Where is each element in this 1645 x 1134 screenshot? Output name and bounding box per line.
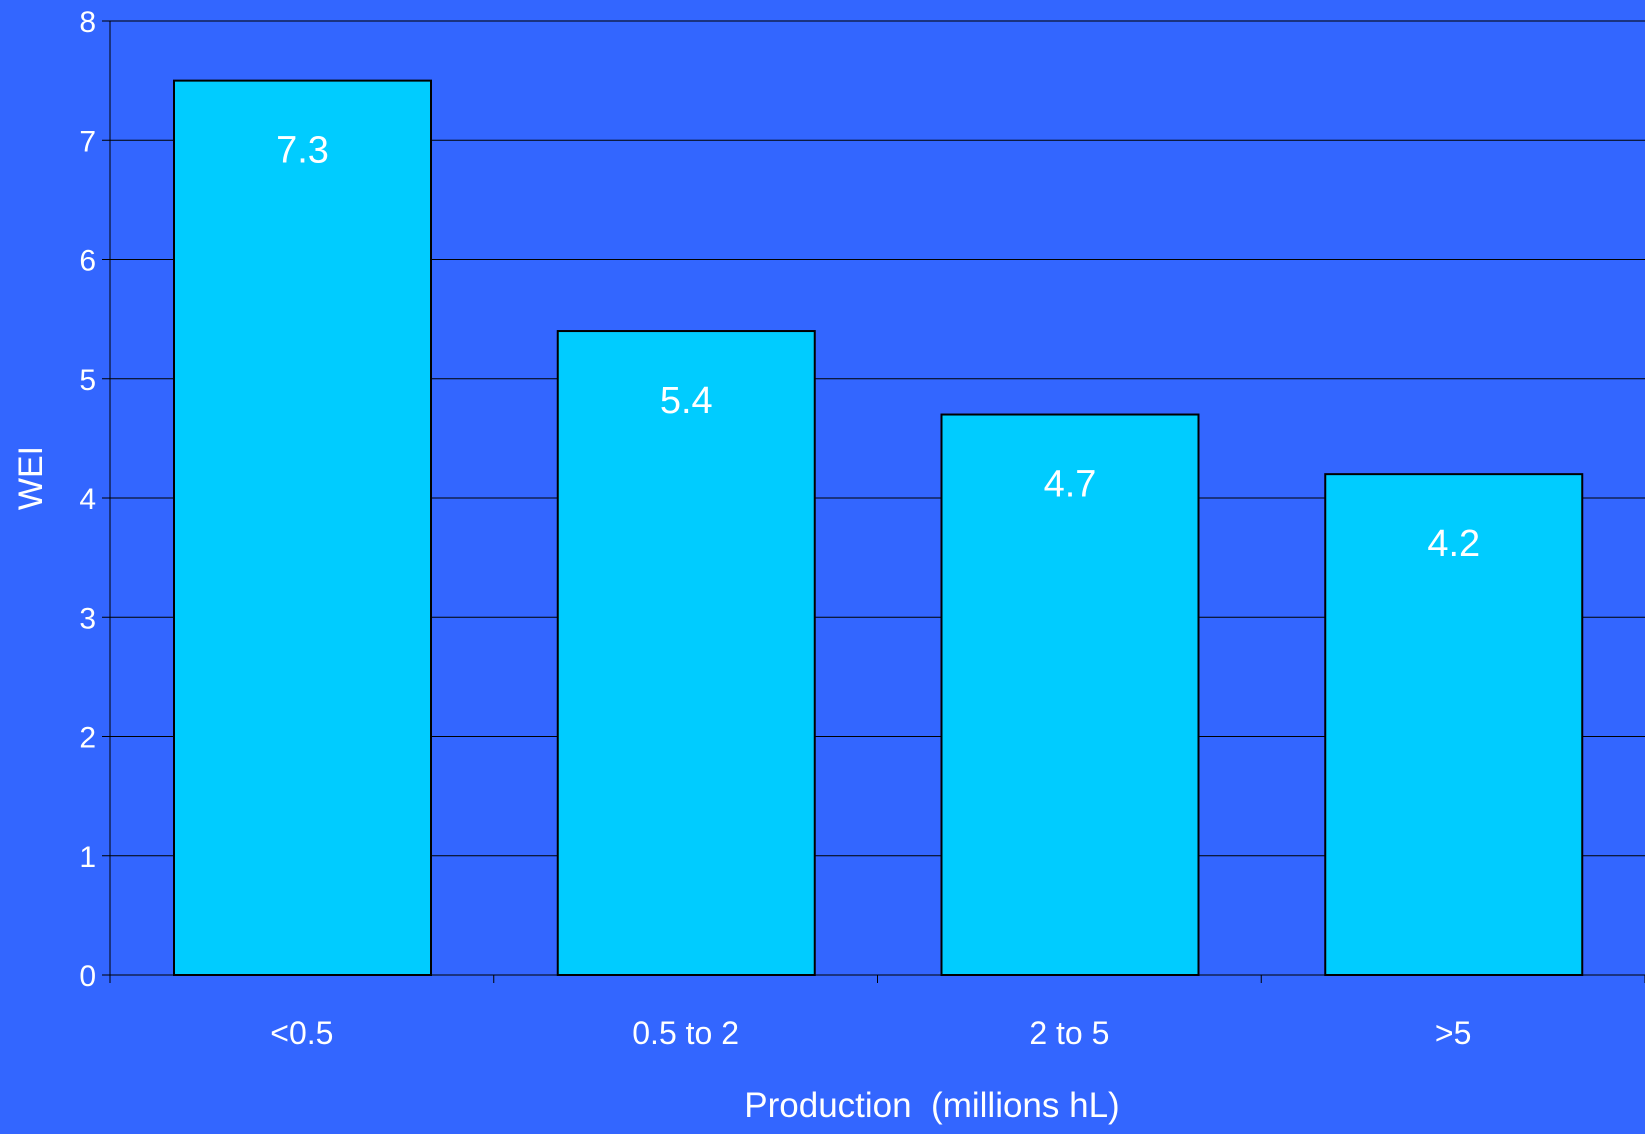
y-tick-label: 3 [79, 602, 96, 635]
bar [173, 79, 432, 976]
x-tick-labels: <0.5 0.5 to 2 2 to 5 >5 [270, 1015, 1471, 1051]
y-tick-label: 2 [79, 722, 96, 755]
y-tick-labels: 0 1 2 3 4 5 6 7 8 [79, 6, 96, 993]
data-labels: 7.3 5.4 4.7 4.2 [276, 130, 1480, 566]
bar [556, 330, 816, 976]
y-tick-label: 8 [79, 6, 96, 39]
y-tick-label: 4 [79, 483, 96, 516]
y-axis-label: WEI [12, 446, 50, 510]
y-tick-label: 1 [79, 841, 96, 874]
axes [102, 20, 1645, 983]
y-tick-label: 6 [79, 245, 96, 278]
x-tick-label: <0.5 [270, 1015, 333, 1051]
x-tick-label: >5 [1435, 1015, 1471, 1051]
y-tick-label: 7 [79, 125, 96, 158]
x-tick-label: 2 to 5 [1029, 1015, 1109, 1051]
bar [1324, 473, 1584, 976]
y-tick-label: 5 [79, 364, 96, 397]
bar [940, 413, 1200, 976]
data-label: 7.3 [276, 130, 329, 172]
x-axis-label: Production (millions hL) [744, 1086, 1119, 1125]
bars [173, 79, 1584, 976]
data-label: 4.7 [1044, 464, 1097, 506]
data-label: 4.2 [1427, 523, 1480, 565]
data-label: 5.4 [660, 380, 713, 422]
x-tick-label: 0.5 to 2 [632, 1015, 739, 1051]
y-tick-label: 0 [79, 960, 96, 993]
